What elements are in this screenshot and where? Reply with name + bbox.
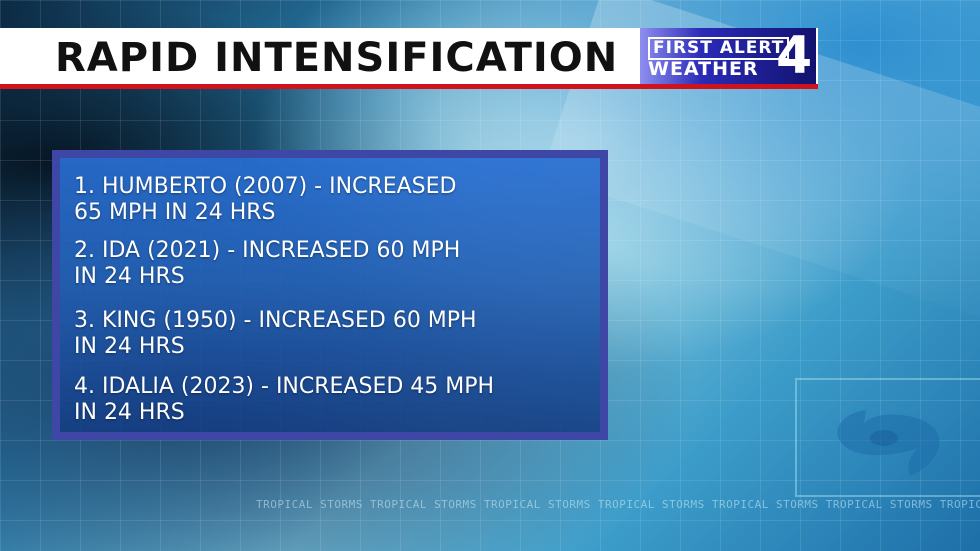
list-item-line1: 1. HUMBERTO (2007) - INCREASED bbox=[74, 174, 457, 199]
list-item-line1: 2. IDA (2021) - INCREASED 60 MPH bbox=[74, 238, 461, 263]
list-item-line2: IN 24 HRS bbox=[74, 334, 185, 359]
intensification-list-panel: 1. HUMBERTO (2007) - INCREASED 65 MPH IN… bbox=[52, 150, 608, 440]
logo-line-first-alert: FIRST ALERT bbox=[648, 37, 790, 60]
tropical-storms-ticker: TROPICAL STORMS TROPICAL STORMS TROPICAL… bbox=[256, 498, 980, 511]
logo-line-weather: WEATHER bbox=[648, 58, 759, 80]
list-item-line2: IN 24 HRS bbox=[74, 400, 185, 425]
list-item: 3. KING (1950) - INCREASED 60 MPH IN 24 … bbox=[74, 308, 477, 360]
list-item: 1. HUMBERTO (2007) - INCREASED 65 MPH IN… bbox=[74, 174, 456, 226]
list-item-line2: IN 24 HRS bbox=[74, 264, 185, 289]
list-item: 2. IDA (2021) - INCREASED 60 MPH IN 24 H… bbox=[74, 238, 460, 290]
list-item-line1: 4. IDALIA (2023) - INCREASED 45 MPH bbox=[74, 374, 495, 399]
page-title: RAPID INTENSIFICATION bbox=[55, 35, 619, 81]
list-item: 4. IDALIA (2023) - INCREASED 45 MPH IN 2… bbox=[74, 374, 494, 426]
station-logo: FIRST ALERT WEATHER 4 bbox=[640, 28, 816, 89]
storm-graphic-frame bbox=[795, 378, 980, 497]
logo-channel-number: 4 bbox=[776, 26, 813, 86]
hurricane-symbol-icon bbox=[826, 398, 956, 482]
list-item-line1: 3. KING (1950) - INCREASED 60 MPH bbox=[74, 308, 477, 333]
list-item-line2: 65 MPH IN 24 HRS bbox=[74, 200, 276, 225]
